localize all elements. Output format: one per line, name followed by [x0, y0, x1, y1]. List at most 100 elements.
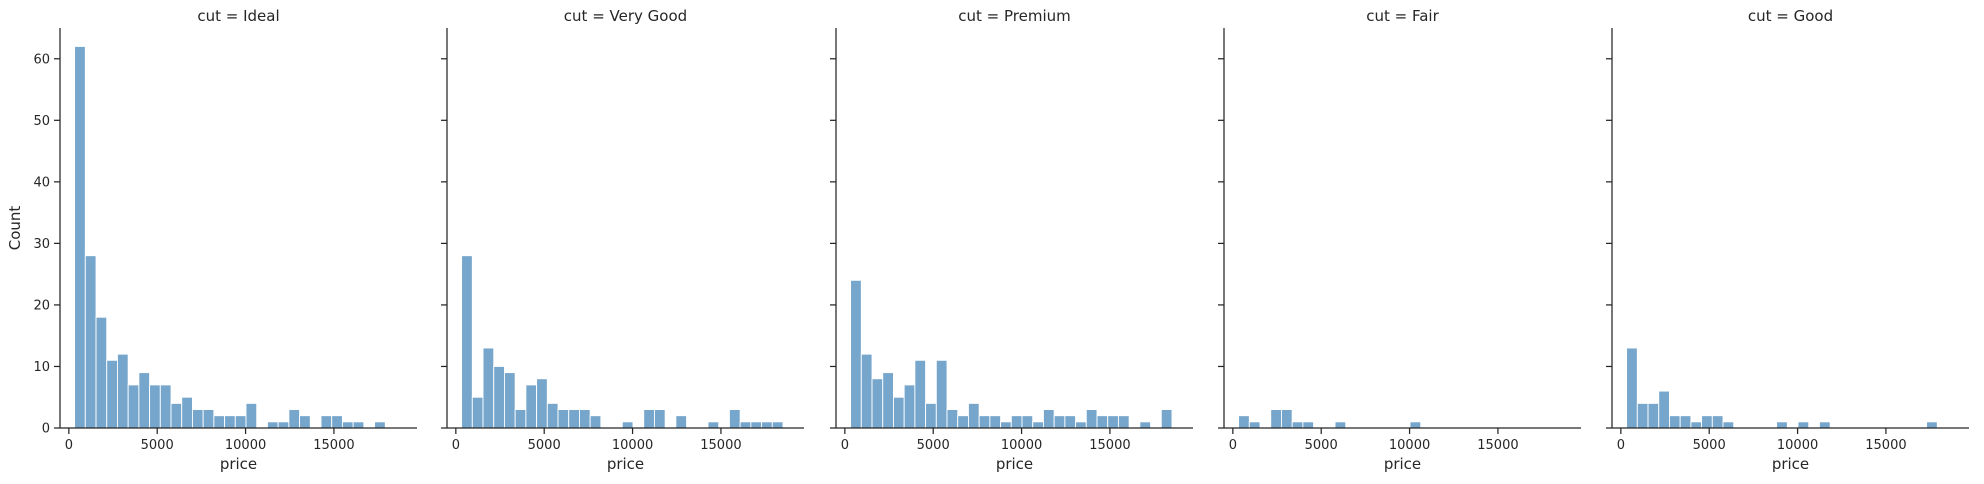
histogram-bar	[1160, 409, 1173, 429]
histogram-bar	[493, 366, 505, 429]
histogram-bar	[1626, 347, 1638, 429]
x-tick-label: 5000	[1693, 438, 1726, 453]
histogram-bar	[750, 421, 763, 429]
facet-title: cut = Premium	[958, 7, 1071, 25]
histogram-bar	[245, 402, 258, 429]
histogram-bar	[1053, 415, 1066, 429]
histogram-bar	[546, 402, 559, 429]
histogram-bar	[1280, 409, 1293, 429]
histogram-bar	[1636, 402, 1649, 429]
histogram-bar	[643, 409, 655, 429]
x-tick-label: 5000	[141, 438, 174, 453]
histogram-bar	[728, 409, 741, 429]
histogram-bar	[106, 359, 118, 429]
facet-title: cut = Ideal	[197, 7, 279, 25]
histogram-bar	[739, 421, 752, 429]
y-tick-label: 30	[33, 237, 50, 252]
y-axis-label: Count	[6, 206, 24, 251]
histogram-bar	[1711, 415, 1724, 429]
x-tick-label: 10000	[1001, 438, 1042, 453]
histogram-bar	[1117, 415, 1130, 429]
x-tick-label: 10000	[225, 438, 266, 453]
facet-title: cut = Good	[1748, 7, 1833, 25]
x-tick-label: 15000	[313, 438, 354, 453]
y-tick-label: 40	[33, 175, 50, 190]
histogram-bar	[761, 421, 773, 429]
histogram-bar	[1085, 409, 1098, 429]
x-tick-label: 10000	[1777, 438, 1818, 453]
histogram-bar	[871, 378, 884, 429]
histogram-bar	[331, 415, 343, 429]
facet-panel: 0 5000 10000 15000 cut = Very Good price	[441, 7, 804, 473]
histogram-bar	[1291, 421, 1304, 429]
histogram-bar	[1409, 421, 1422, 429]
histogram-bar	[903, 384, 916, 429]
histogram-bar	[914, 359, 927, 429]
histogram-bar	[946, 409, 959, 429]
x-tick-label: 10000	[1389, 438, 1430, 453]
x-axis-label: price	[220, 455, 257, 473]
histogram-bar	[514, 409, 527, 429]
histogram-bar	[116, 353, 129, 429]
histogram-bar	[127, 384, 140, 429]
y-tick-label: 60	[33, 52, 50, 67]
y-tick-label: 20	[33, 298, 50, 313]
histogram-bar	[1679, 415, 1692, 429]
histogram-bar	[1000, 421, 1012, 429]
x-tick-label: 0	[65, 438, 73, 453]
histogram-bar	[266, 421, 279, 429]
y-tick-label: 0	[42, 422, 50, 437]
histogram-bar	[202, 409, 215, 429]
histogram-bar	[568, 409, 580, 429]
histogram-bar	[893, 396, 905, 429]
facet-panel: 0 10 20 30 40 50 60 0 5000 10000 15000 cut = Ideal p…	[33, 7, 417, 473]
histogram-bar	[589, 415, 602, 429]
histogram-bar	[1818, 421, 1831, 429]
histogram-bar	[860, 353, 873, 429]
facet-panel: 0 5000 10000 15000 cut = Fair price	[1218, 7, 1581, 473]
x-axis-label: price	[1384, 455, 1421, 473]
histogram-bar	[95, 316, 108, 429]
x-axis-label: price	[996, 455, 1033, 473]
histogram-bar	[461, 255, 473, 429]
histogram-bar	[989, 415, 1002, 429]
histogram-bar	[1139, 421, 1152, 429]
x-tick-label: 0	[1617, 438, 1625, 453]
histogram-bar	[850, 279, 862, 429]
histogram-bar	[1658, 390, 1670, 429]
histogram-bar	[181, 396, 193, 429]
histogram-bar	[213, 415, 226, 429]
x-tick-label: 0	[1229, 438, 1237, 453]
histogram-bar	[579, 409, 591, 429]
histogram-bar	[707, 421, 720, 429]
histogram-bar	[1647, 402, 1660, 429]
y-tick-label: 50	[33, 114, 50, 129]
histogram-bar	[653, 409, 666, 429]
x-tick-label: 0	[452, 438, 460, 453]
histogram-bar	[968, 402, 980, 429]
histogram-bar	[675, 415, 688, 429]
histogram-bar	[1064, 415, 1077, 429]
histogram-bar	[299, 415, 311, 429]
histogram-bar	[288, 409, 301, 429]
histogram-bar	[170, 402, 183, 429]
histogram-bar	[1776, 421, 1788, 429]
histogram-bar	[471, 396, 484, 429]
histogram-bar	[557, 409, 570, 429]
histogram-bar	[149, 384, 161, 429]
histogram-bar	[159, 384, 172, 429]
x-tick-label: 15000	[1865, 438, 1906, 453]
histogram-bar	[1032, 421, 1044, 429]
histogram-bar	[536, 378, 548, 429]
histogram-bar	[352, 421, 365, 429]
histogram-bar	[978, 415, 991, 429]
x-tick-label: 15000	[700, 438, 741, 453]
histogram-bar	[1722, 421, 1735, 429]
histogram-bar	[882, 372, 894, 429]
histogram-bar	[138, 372, 151, 429]
histogram-bar	[525, 384, 538, 429]
histogram-bar	[374, 421, 386, 429]
facet-title: cut = Very Good	[564, 7, 687, 25]
